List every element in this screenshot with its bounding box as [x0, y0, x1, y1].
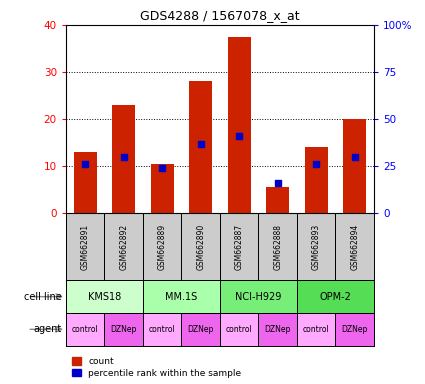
Text: GSM662891: GSM662891	[81, 223, 90, 270]
Bar	[266, 187, 289, 213]
Bar	[143, 313, 181, 346]
Text: GSM662893: GSM662893	[312, 223, 321, 270]
Title: GDS4288 / 1567078_x_at: GDS4288 / 1567078_x_at	[140, 9, 300, 22]
Bar	[343, 119, 366, 213]
Bar	[228, 37, 251, 213]
Bar	[297, 280, 374, 313]
Bar	[220, 280, 297, 313]
Bar	[220, 213, 258, 280]
Bar	[66, 313, 105, 346]
Text: GSM662887: GSM662887	[235, 223, 244, 270]
Legend: count, percentile rank within the sample: count, percentile rank within the sample	[71, 355, 244, 379]
Bar	[181, 213, 220, 280]
Text: control: control	[72, 325, 99, 334]
Bar	[297, 213, 335, 280]
Text: NCI-H929: NCI-H929	[235, 291, 282, 302]
Bar	[66, 280, 143, 313]
Text: GSM662890: GSM662890	[196, 223, 205, 270]
Bar	[335, 313, 374, 346]
Point	[313, 161, 320, 167]
Bar	[150, 164, 174, 213]
Point	[120, 154, 127, 160]
Bar	[189, 81, 212, 213]
Bar	[105, 313, 143, 346]
Bar	[112, 105, 135, 213]
Point	[82, 161, 88, 167]
Bar	[258, 213, 297, 280]
Text: GSM662888: GSM662888	[273, 224, 282, 270]
Point	[197, 141, 204, 147]
Bar	[335, 213, 374, 280]
Text: GSM662892: GSM662892	[119, 223, 128, 270]
Text: cell line: cell line	[24, 291, 62, 302]
Text: DZNep: DZNep	[110, 325, 137, 334]
Bar	[66, 213, 105, 280]
Text: GSM662889: GSM662889	[158, 223, 167, 270]
Point	[351, 154, 358, 160]
Bar	[258, 313, 297, 346]
Bar	[297, 313, 335, 346]
Point	[274, 180, 281, 186]
Text: control: control	[226, 325, 252, 334]
Bar	[143, 280, 220, 313]
Text: MM.1S: MM.1S	[165, 291, 198, 302]
Bar	[305, 147, 328, 213]
Bar	[74, 152, 96, 213]
Text: DZNep: DZNep	[342, 325, 368, 334]
Bar	[143, 213, 181, 280]
Text: GSM662894: GSM662894	[350, 223, 359, 270]
Point	[236, 133, 243, 139]
Text: agent: agent	[34, 324, 62, 334]
Text: DZNep: DZNep	[264, 325, 291, 334]
Text: KMS18: KMS18	[88, 291, 121, 302]
Point	[159, 165, 166, 171]
Text: DZNep: DZNep	[187, 325, 214, 334]
Bar	[220, 313, 258, 346]
Text: control: control	[149, 325, 176, 334]
Text: OPM-2: OPM-2	[320, 291, 351, 302]
Bar	[181, 313, 220, 346]
Text: control: control	[303, 325, 330, 334]
Bar	[105, 213, 143, 280]
